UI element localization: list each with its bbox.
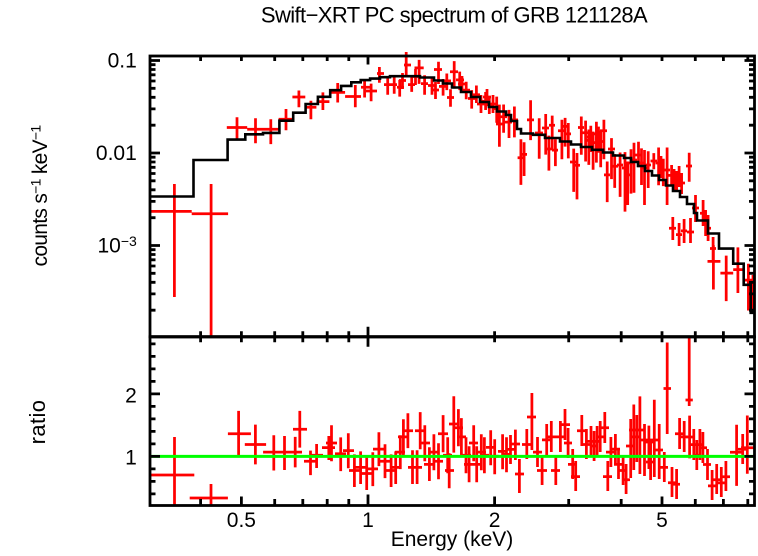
svg-text:1: 1 (125, 446, 137, 469)
svg-text:0.1: 0.1 (108, 50, 137, 73)
svg-text:2: 2 (489, 509, 501, 532)
svg-text:Swift−XRT PC spectrum of GRB 1: Swift−XRT PC spectrum of GRB 121128A (261, 3, 648, 28)
svg-text:5: 5 (656, 509, 668, 532)
svg-text:Energy (keV): Energy (keV) (391, 528, 514, 551)
svg-text:1: 1 (362, 509, 374, 532)
svg-text:0.01: 0.01 (96, 142, 137, 165)
svg-text:0.5: 0.5 (227, 509, 256, 532)
svg-text:ratio: ratio (25, 400, 50, 445)
svg-text:2: 2 (125, 384, 137, 407)
svg-text:counts s−1 keV−1: counts s−1 keV−1 (28, 125, 53, 267)
